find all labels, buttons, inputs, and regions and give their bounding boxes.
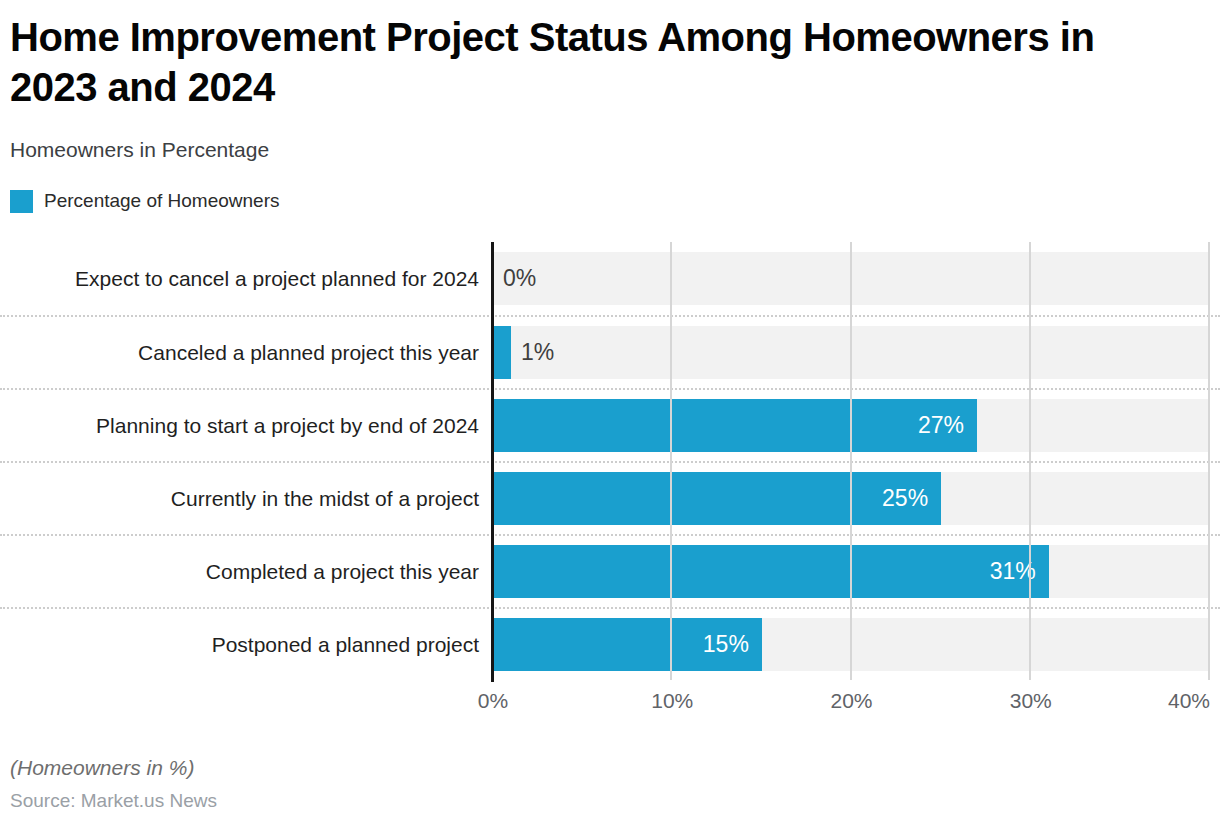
chart-subtitle: Homeowners in Percentage: [10, 138, 1210, 162]
bar[interactable]: 25%: [493, 472, 941, 525]
legend: Percentage of Homeowners: [10, 189, 1210, 213]
x-tick-label: 20%: [830, 689, 872, 713]
x-tick-label: 0%: [478, 689, 508, 713]
x-tick-label: 40%: [1168, 689, 1210, 713]
bar-track: 31%: [493, 545, 1210, 598]
bar-chart: Expect to cancel a project planned for 2…: [0, 242, 1220, 722]
chart-page: Home Improvement Project Status Among Ho…: [0, 12, 1220, 828]
bar[interactable]: 31%: [493, 545, 1049, 598]
value-label: 0%: [503, 252, 536, 305]
x-axis: 0%10%20%30%40%: [493, 680, 1210, 722]
bar[interactable]: 27%: [493, 399, 977, 452]
value-label: 27%: [918, 412, 977, 439]
bar-track: 15%: [493, 618, 1210, 671]
category-label: Postponed a planned project: [0, 633, 493, 657]
unit-note: (Homeowners in %): [10, 756, 1210, 780]
x-tick-label: 30%: [1010, 689, 1052, 713]
chart-row: Postponed a planned project 15%: [0, 607, 1220, 680]
value-label: 15%: [703, 631, 762, 658]
legend-swatch-icon: [10, 190, 33, 213]
chart-row: Canceled a planned project this year 1%: [0, 315, 1220, 388]
bar-track: 1%: [493, 326, 1210, 379]
x-tick-label: 10%: [651, 689, 693, 713]
bar-track: 27%: [493, 399, 1210, 452]
source-note: Source: Market.us News: [10, 790, 1210, 812]
chart-title-line-1: Home Improvement Project Status Among Ho…: [10, 12, 1210, 62]
bar-track: 25%: [493, 472, 1210, 525]
bar-track: 0%: [493, 252, 1210, 305]
chart-title: Home Improvement Project Status Among Ho…: [10, 12, 1210, 112]
category-label: Expect to cancel a project planned for 2…: [0, 267, 493, 291]
bar[interactable]: [493, 326, 511, 379]
chart-row: Planning to start a project by end of 20…: [0, 388, 1220, 461]
value-label: 25%: [882, 485, 941, 512]
value-label: 31%: [990, 558, 1049, 585]
chart-title-line-2: 2023 and 2024: [10, 62, 1210, 112]
category-label: Completed a project this year: [0, 560, 493, 584]
category-label: Currently in the midst of a project: [0, 487, 493, 511]
chart-row: Completed a project this year 31%: [0, 534, 1220, 607]
category-label: Canceled a planned project this year: [0, 341, 493, 365]
chart-row: Expect to cancel a project planned for 2…: [0, 242, 1220, 315]
chart-rows: Expect to cancel a project planned for 2…: [0, 242, 1220, 680]
legend-label: Percentage of Homeowners: [44, 190, 280, 212]
bar[interactable]: 15%: [493, 618, 762, 671]
category-label: Planning to start a project by end of 20…: [0, 414, 493, 438]
chart-row: Currently in the midst of a project 25%: [0, 461, 1220, 534]
value-label: 1%: [521, 326, 554, 379]
